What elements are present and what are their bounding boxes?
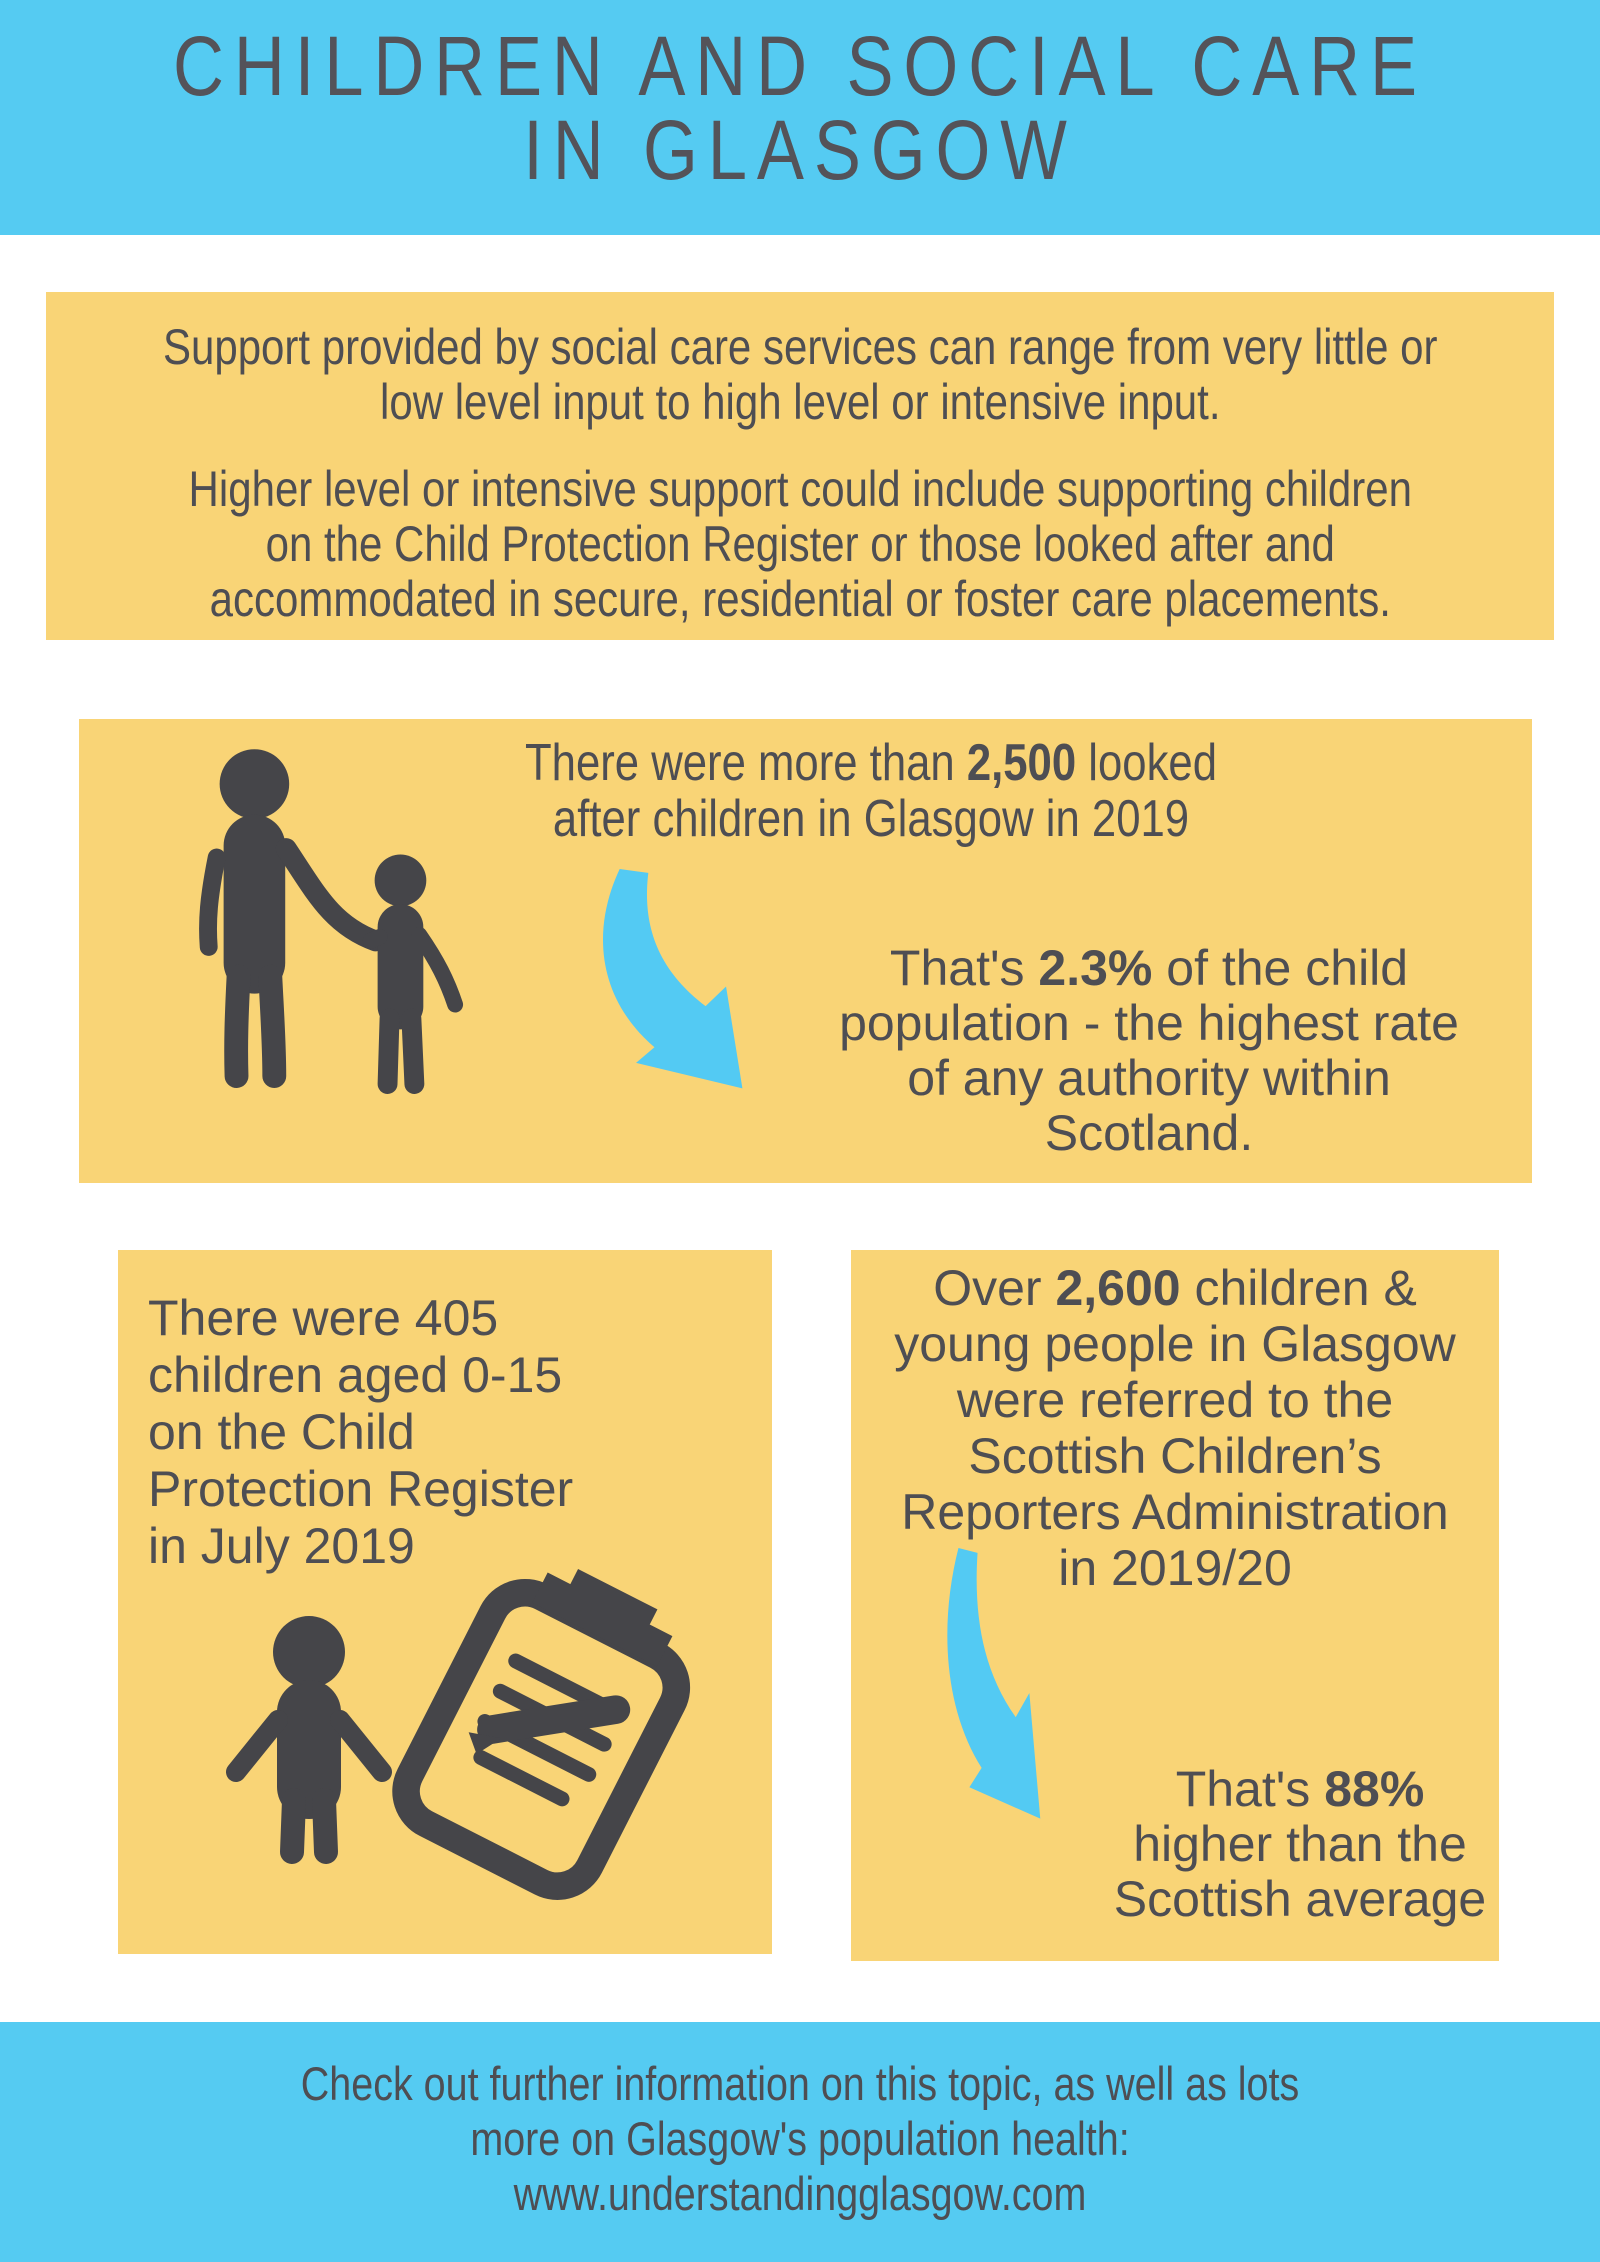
referrals-detail: That's 88% higher than the Scottish aver… (1113, 1761, 1487, 1927)
intro-paragraph-1: Support provided by social care services… (162, 319, 1438, 430)
referrals-panel: Over 2,600 children & young people in Gl… (851, 1250, 1499, 1961)
register-text: There were 405 children aged 0-15 on the… (148, 1290, 574, 1574)
clipboard-icon (392, 1568, 691, 1900)
adult-child-icon (199, 749, 464, 1094)
header-banner: CHILDREN AND SOCIAL CARE IN GLASGOW (0, 0, 1600, 235)
looked-after-panel: There were more than 2,500 looked after … (79, 719, 1532, 1183)
curved-arrow-icon (602, 869, 743, 1089)
looked-after-heading: There were more than 2,500 looked after … (524, 734, 1217, 848)
child-icon (226, 1616, 392, 1864)
intro-panel: Support provided by social care services… (46, 292, 1554, 640)
intro-paragraph-2: Higher level or intensive support could … (188, 461, 1412, 627)
footer-text: Check out further information on this to… (300, 2057, 1300, 2220)
looked-after-detail: That's 2.3% of the child population - th… (839, 940, 1459, 1161)
page-title: CHILDREN AND SOCIAL CARE IN GLASGOW (173, 19, 1427, 197)
referrals-heading: Over 2,600 children & young people in Gl… (894, 1260, 1456, 1596)
footer-banner: Check out further information on this to… (0, 2022, 1600, 2262)
register-panel: There were 405 children aged 0-15 on the… (118, 1250, 772, 1954)
curved-arrow-icon (947, 1548, 1041, 1819)
